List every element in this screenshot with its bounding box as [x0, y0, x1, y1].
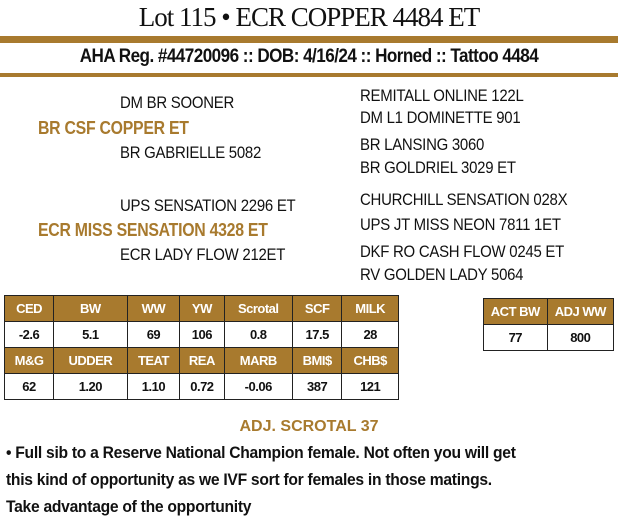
epd-value-row: -2.6 5.1 69 106 0.8 17.5 28 [3, 321, 399, 348]
table-value-cell: 121 [341, 373, 399, 400]
table-value-cell: 17.5 [291, 321, 343, 348]
dam-dam-dam: RV GOLDEN LADY 5064 [360, 265, 524, 284]
epd-header-row: M&G UDDER TEAT REA MARB BMI$ CHB$ [3, 347, 399, 374]
table-header-cell: BW [53, 295, 128, 322]
table-header-cell: UDDER [53, 347, 128, 374]
table-header-cell: M&G [3, 347, 55, 374]
dam-dam-sire: DKF RO CASH FLOW 0245 ET [360, 242, 564, 261]
actuals-value-row: 77 800 [483, 324, 615, 351]
divider [0, 36, 618, 43]
table-value-cell: 5.1 [53, 321, 128, 348]
sire-dam: BR GABRIELLE 5082 [120, 143, 262, 162]
table-value-cell: 62 [3, 373, 55, 400]
table-value-cell: 77 [483, 324, 548, 351]
epd-value-row: 62 1.20 1.10 0.72 -0.06 387 121 [3, 373, 399, 400]
note-line: • Full sib to a Reserve National Champio… [6, 443, 516, 462]
table-value-cell: 800 [546, 324, 615, 351]
epd-header-row: CED BW WW YW Scrotal SCF MILK [3, 295, 399, 322]
table-value-cell: 1.20 [53, 373, 128, 400]
adj-scrotal: ADJ. SCROTAL 37 [239, 418, 379, 435]
divider [0, 73, 618, 77]
sire-dam-sire: BR LANSING 3060 [360, 135, 485, 154]
table-value-cell: 1.10 [126, 373, 181, 400]
sire-sire: DM BR SOONER [120, 93, 235, 112]
table-header-cell: BMI$ [291, 347, 343, 374]
dam-sire: UPS SENSATION 2296 ET [120, 196, 296, 215]
table-value-cell: 0.72 [179, 373, 225, 400]
table-header-cell: Scrotal [223, 295, 293, 322]
table-header-cell: YW [179, 295, 225, 322]
table-value-cell: 28 [341, 321, 399, 348]
actuals-header-row: ACT BW ADJ WW [483, 298, 615, 325]
epd-table: CED BW WW YW Scrotal SCF MILK -2.6 5.1 69 106 0.8 1… [3, 295, 399, 400]
table-header-cell: MILK [341, 295, 399, 322]
sire: BR CSF COPPER ET [38, 118, 189, 138]
table-header-cell: CHB$ [341, 347, 399, 374]
table-value-cell: -0.06 [223, 373, 293, 400]
table-value-cell: 0.8 [223, 321, 293, 348]
note-line: Take advantage of the opportunity [6, 497, 252, 516]
lot-title: Lot 115 • ECR COPPER 4484 ET [138, 2, 480, 32]
dam: ECR MISS SENSATION 4328 ET [38, 220, 268, 240]
table-value-cell: 69 [126, 321, 181, 348]
table-value-cell: 106 [179, 321, 225, 348]
table-value-cell: 387 [291, 373, 343, 400]
sire-sire-dam: DM L1 DOMINETTE 901 [360, 108, 521, 127]
dam-sire-sire: CHURCHILL SENSATION 028X [360, 190, 568, 209]
dam-sire-dam: UPS JT MISS NEON 7811 1ET [360, 215, 561, 234]
table-header-cell: TEAT [126, 347, 181, 374]
table-header-cell: ACT BW [483, 298, 548, 325]
table-value-cell: -2.6 [3, 321, 55, 348]
table-header-cell: CED [3, 295, 55, 322]
table-header-cell: REA [179, 347, 225, 374]
dam-dam: ECR LADY FLOW 212ET [120, 245, 286, 264]
table-header-cell: MARB [223, 347, 293, 374]
table-header-cell: ADJ WW [546, 298, 615, 325]
table-header-cell: SCF [291, 295, 343, 322]
sire-sire-sire: REMITALL ONLINE 122L [360, 86, 524, 105]
note-line: this kind of opportunity as we IVF sort … [6, 470, 492, 489]
registration-line: AHA Reg. #44720096 :: DOB: 4/16/24 :: Ho… [79, 46, 539, 67]
sire-dam-dam: BR GOLDRIEL 3029 ET [360, 158, 516, 177]
actuals-table: ACT BW ADJ WW 77 800 [483, 298, 615, 351]
table-header-cell: WW [126, 295, 181, 322]
